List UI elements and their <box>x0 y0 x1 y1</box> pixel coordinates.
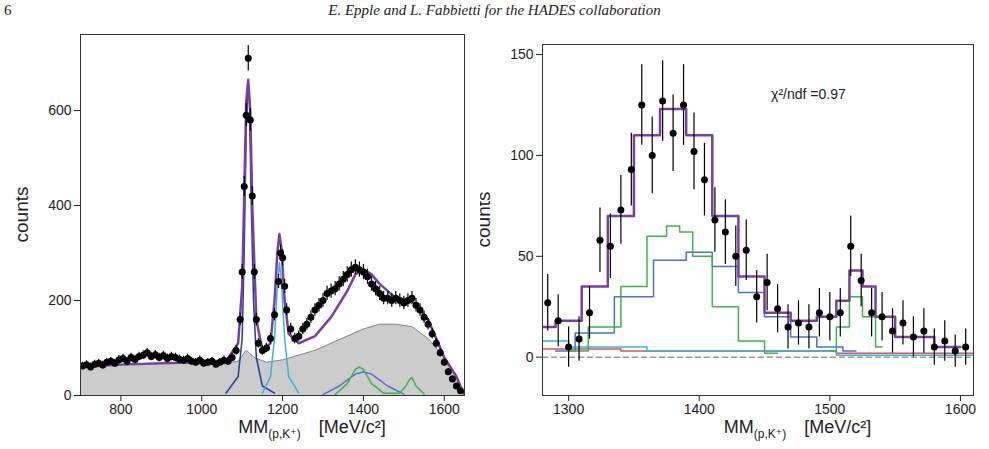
html-text:6: 6 <box>4 2 12 18</box>
svg-text:400: 400 <box>48 197 72 213</box>
svg-text:1600: 1600 <box>945 401 976 417</box>
svg-text:counts: counts <box>480 192 494 248</box>
svg-text:100: 100 <box>510 147 534 163</box>
svg-text:χ²/ndf =0.97: χ²/ndf =0.97 <box>771 86 846 102</box>
svg-text:200: 200 <box>48 292 72 308</box>
svg-text:0: 0 <box>526 349 534 365</box>
svg-text:1400: 1400 <box>348 401 379 417</box>
svg-text:50: 50 <box>518 248 534 264</box>
svg-text:1600: 1600 <box>429 401 460 417</box>
svg-text:1400: 1400 <box>684 401 715 417</box>
svg-text:1500: 1500 <box>814 401 845 417</box>
svg-text:1000: 1000 <box>186 401 217 417</box>
html-text:E. Epple and L. Fabbietti for: E. Epple and L. Fabbietti for the HADES … <box>328 2 661 18</box>
svg-text:1200: 1200 <box>267 401 298 417</box>
svg-text:MM(p,K⁺) [MeV/c²]: MM(p,K⁺) [MeV/c²] <box>238 417 385 441</box>
svg-text:1300: 1300 <box>553 401 584 417</box>
svg-text:counts: counts <box>11 187 32 243</box>
svg-text:150: 150 <box>510 46 534 62</box>
svg-text:800: 800 <box>109 401 133 417</box>
svg-text:MM(p,K⁺) [MeV/c²]: MM(p,K⁺) [MeV/c²] <box>724 417 871 441</box>
svg-text:0: 0 <box>64 387 72 403</box>
svg-text:600: 600 <box>48 102 72 118</box>
